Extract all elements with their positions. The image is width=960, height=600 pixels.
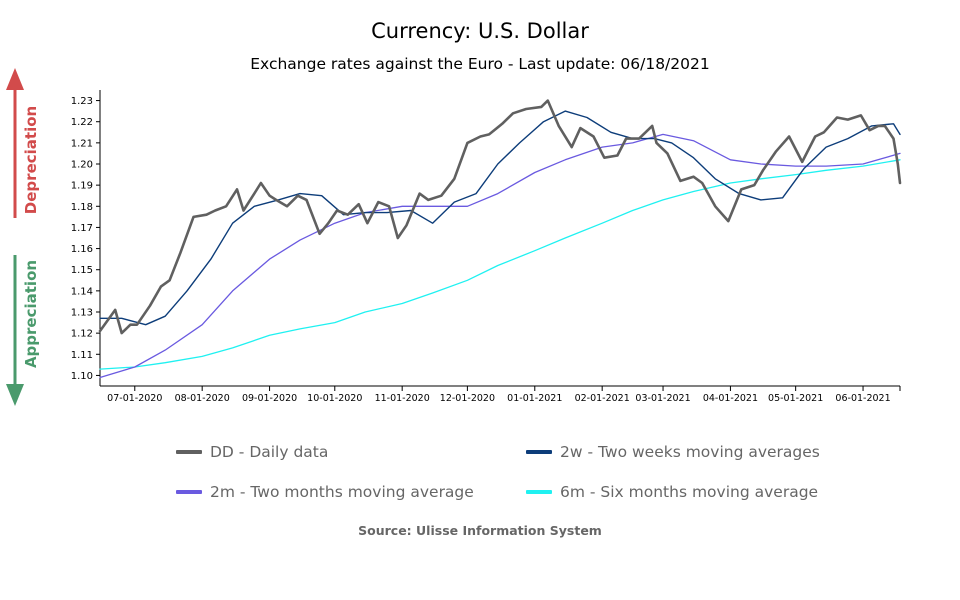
source-note: Source: Ulisse Information System [358, 523, 602, 538]
legend-two-months-swatch [176, 490, 202, 494]
legend-two-weeks-label: 2w - Two weeks moving averages [560, 443, 820, 461]
x-tick-label: 04-01-2021 [703, 393, 758, 404]
legend-six-months[interactable]: 6m - Six months moving average [526, 483, 818, 501]
chart-subtitle: Exchange rates against the Euro - Last u… [250, 55, 710, 73]
y-tick-label: 1.15 [71, 265, 93, 276]
legend-six-months-swatch [526, 490, 552, 494]
y-ticks: 1.10 1.11 1.12 1.13 1.14 1.15 1.16 1.17 1.18 1.19… [71, 96, 100, 382]
y-tick-label: 1.10 [71, 371, 93, 382]
y-tick-label: 1.20 [71, 160, 93, 171]
depreciation-indicator: Depreciation [6, 68, 40, 218]
y-tick-label: 1.13 [71, 308, 93, 319]
legend-two-weeks[interactable]: 2w - Two weeks moving averages [526, 443, 820, 461]
y-tick-label: 1.19 [71, 181, 93, 192]
y-tick-label: 1.17 [71, 223, 93, 234]
legend-six-months-label: 6m - Six months moving average [560, 483, 819, 501]
x-tick-label: 11-01-2020 [375, 393, 430, 404]
x-tick-label: 06-01-2021 [835, 393, 890, 404]
series-line-six-months [99, 159, 901, 370]
x-tick-label: 10-01-2020 [307, 393, 362, 404]
series-line-two-months [99, 133, 901, 379]
legend-daily[interactable]: DD - Daily data [176, 443, 328, 461]
legend-two-weeks-swatch [526, 450, 552, 454]
x-tick-label: 07-01-2020 [107, 393, 162, 404]
depreciation-arrow-icon [6, 68, 24, 90]
chart-title: Currency: U.S. Dollar [371, 19, 589, 43]
y-tick-label: 1.18 [71, 202, 93, 213]
y-tick-label: 1.23 [71, 96, 93, 107]
appreciation-indicator: Appreciation [6, 255, 40, 406]
x-tick-label: 03-01-2021 [635, 393, 690, 404]
x-tick-label: 09-01-2020 [242, 393, 297, 404]
legend-daily-label: DD - Daily data [210, 443, 329, 461]
y-tick-label: 1.14 [71, 286, 93, 297]
y-tick-label: 1.16 [71, 244, 93, 255]
y-tick-label: 1.22 [71, 117, 93, 128]
series-line-daily [98, 99, 902, 335]
y-tick-label: 1.21 [71, 138, 93, 149]
x-tick-label: 12-01-2020 [440, 393, 495, 404]
x-tick-label: 08-01-2020 [175, 393, 230, 404]
series-layer [98, 99, 902, 379]
x-tick-label: 05-01-2021 [768, 393, 823, 404]
x-ticks: 07-01-2020 08-01-2020 09-01-2020 10-01-2020… [107, 386, 901, 404]
y-tick-label: 1.12 [71, 329, 93, 340]
y-tick-label: 1.11 [71, 350, 93, 361]
x-tick-label: 02-01-2021 [575, 393, 630, 404]
legend-daily-swatch [176, 450, 202, 454]
series-line-two-weeks [99, 110, 901, 326]
depreciation-label: Depreciation [22, 106, 40, 214]
appreciation-label: Appreciation [22, 260, 40, 368]
appreciation-arrow-icon [6, 384, 24, 406]
legend-two-months[interactable]: 2m - Two months moving average [176, 483, 474, 501]
legend-two-months-label: 2m - Two months moving average [210, 483, 474, 501]
x-tick-label: 01-01-2021 [507, 393, 562, 404]
